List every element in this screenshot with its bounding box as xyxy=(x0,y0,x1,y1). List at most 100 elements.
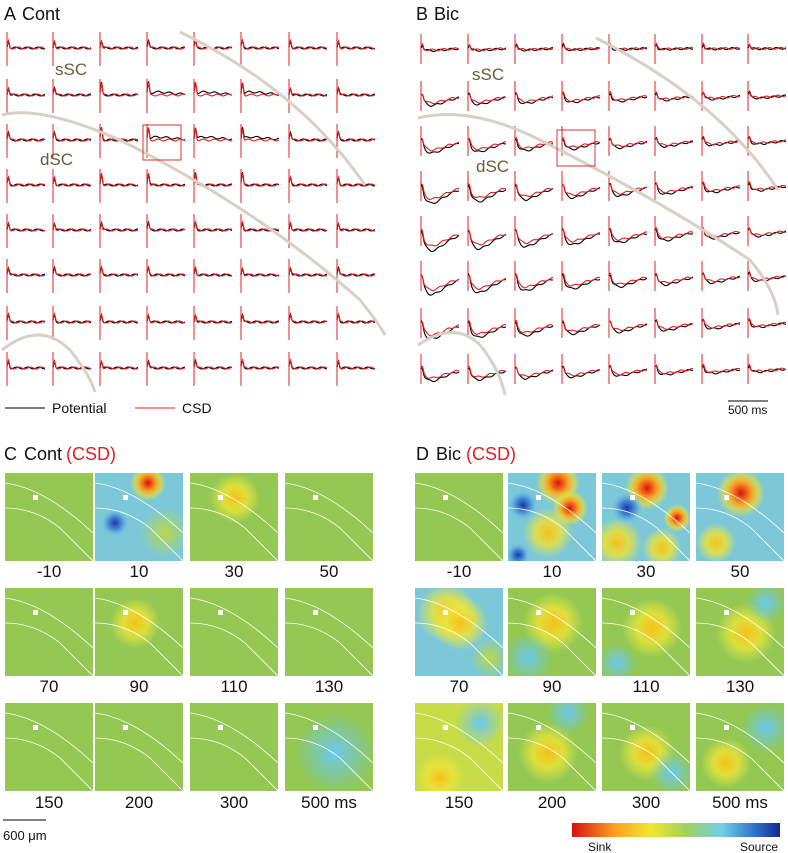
csd-map xyxy=(415,703,503,791)
trace xyxy=(99,40,139,50)
trace xyxy=(654,137,694,147)
trace xyxy=(701,42,741,51)
region-label: sSC xyxy=(55,60,87,79)
trace xyxy=(288,267,328,277)
recording-site xyxy=(313,610,318,615)
time-label: 300 xyxy=(632,793,660,812)
trace xyxy=(747,43,787,50)
trace xyxy=(467,229,507,246)
trace xyxy=(240,172,280,187)
trace xyxy=(514,274,554,289)
csd-map xyxy=(190,588,278,676)
time-label: 130 xyxy=(726,677,754,696)
recording-site xyxy=(123,725,128,730)
time-label: 110 xyxy=(632,677,659,696)
trace xyxy=(420,139,460,152)
trace xyxy=(701,136,741,146)
trace xyxy=(288,39,328,50)
trace xyxy=(52,130,92,142)
trace xyxy=(99,359,139,370)
trace xyxy=(701,272,740,285)
map-blob xyxy=(470,638,503,676)
trace xyxy=(608,90,648,101)
map-boundary xyxy=(508,712,596,791)
csd-map xyxy=(508,473,596,561)
time-label: 150 xyxy=(445,793,473,812)
trace xyxy=(52,175,92,187)
trace xyxy=(146,39,186,50)
trace xyxy=(6,175,46,187)
map-boundary xyxy=(696,712,784,791)
map-boundary xyxy=(285,712,373,791)
trace xyxy=(514,366,554,380)
trace xyxy=(561,273,601,290)
trace xyxy=(193,220,233,232)
map-boundary xyxy=(696,597,784,676)
csd-map xyxy=(602,473,690,561)
map-boundary xyxy=(415,482,503,561)
trace xyxy=(52,86,92,97)
time-label: 500 ms xyxy=(301,793,357,812)
time-label: 90 xyxy=(543,677,562,696)
trace xyxy=(288,131,328,142)
map-blob xyxy=(523,508,573,558)
trace xyxy=(608,228,647,244)
recording-site xyxy=(33,495,38,500)
map-blob xyxy=(642,528,682,561)
panel-letter: D xyxy=(416,444,429,464)
trace xyxy=(99,220,138,232)
map-blob xyxy=(717,473,765,517)
trace xyxy=(336,175,376,187)
trace xyxy=(701,363,741,374)
traces xyxy=(6,32,787,386)
recording-site xyxy=(218,495,223,500)
trace xyxy=(654,320,694,330)
recording-site xyxy=(536,725,541,730)
csd-map xyxy=(415,473,503,561)
panel-title: Cont xyxy=(24,444,62,464)
trace xyxy=(608,93,648,103)
trace xyxy=(561,139,601,151)
map-blob xyxy=(741,703,784,753)
csd-map xyxy=(285,473,373,561)
recording-site xyxy=(313,495,318,500)
csd-map xyxy=(285,703,373,791)
legend-label: CSD xyxy=(182,400,212,416)
trace xyxy=(240,266,279,277)
trace xyxy=(467,93,507,104)
trace xyxy=(515,366,554,378)
trace xyxy=(288,86,328,97)
trace xyxy=(52,221,92,232)
trace xyxy=(52,358,92,370)
csd-map xyxy=(508,703,596,791)
colorbar xyxy=(572,823,780,837)
map-blob xyxy=(622,598,682,658)
trace xyxy=(99,313,139,324)
trace xyxy=(561,273,601,287)
trace xyxy=(561,184,601,197)
trace xyxy=(514,184,554,201)
csd-map xyxy=(602,703,690,791)
trace xyxy=(288,313,328,324)
map-blob xyxy=(602,643,637,676)
trace xyxy=(747,272,787,281)
boundaries xyxy=(1,30,780,396)
map-blob xyxy=(602,518,642,561)
trace xyxy=(608,137,648,148)
csd-map xyxy=(696,588,784,676)
trace xyxy=(146,127,186,142)
map-boundary xyxy=(696,482,784,561)
trace xyxy=(561,228,601,246)
recording-site xyxy=(33,610,38,615)
trace xyxy=(608,274,648,288)
trace xyxy=(562,320,600,332)
map-boundary xyxy=(190,482,278,561)
recording-site xyxy=(218,610,223,615)
trace xyxy=(608,320,648,334)
csd-map xyxy=(5,703,93,791)
trace xyxy=(561,184,601,200)
trace xyxy=(146,173,186,187)
trace xyxy=(514,319,554,334)
map-blob xyxy=(546,703,590,735)
csd-map xyxy=(5,588,93,676)
